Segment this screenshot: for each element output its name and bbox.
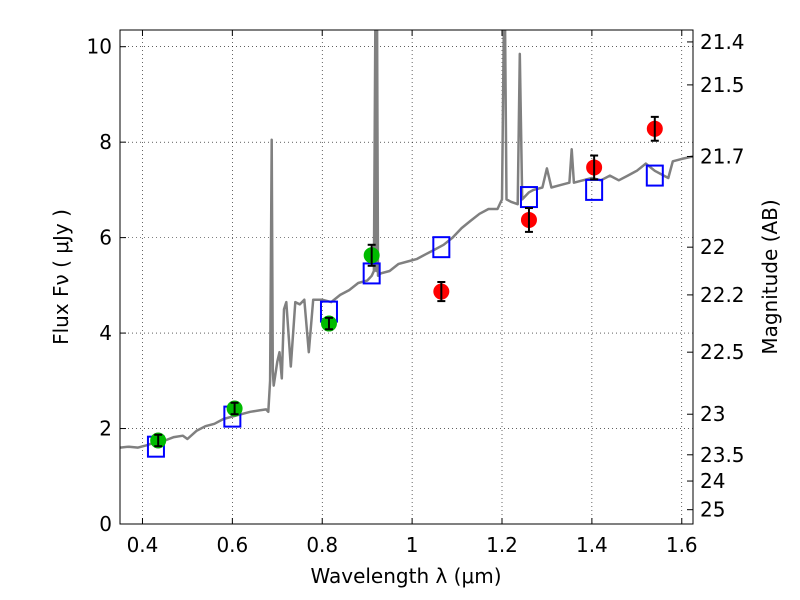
- y2-tick-label: 23.5: [700, 443, 745, 467]
- y-tick-label: 0: [99, 512, 112, 536]
- y-tick-label: 2: [99, 417, 112, 441]
- grid: [120, 30, 693, 524]
- marker-layer: [146, 115, 664, 458]
- y2-tick-label: 22.5: [700, 340, 745, 364]
- y-axis-title: Flux Fν ( μJy ): [49, 209, 73, 345]
- x-tick-label: 0.8: [306, 533, 338, 557]
- x-tick-label: 0.6: [216, 533, 248, 557]
- y2-axis-title: Magnitude (AB): [758, 199, 782, 354]
- y2-tick-label: 24: [700, 469, 725, 493]
- model-photometry-square: [585, 178, 604, 201]
- y-tick-label: 10: [87, 35, 112, 59]
- model-photometry-square: [645, 164, 664, 187]
- x-tick-label: 1: [406, 533, 419, 557]
- x-tick-label: 1.2: [486, 533, 518, 557]
- y2-tick-label: 21.7: [700, 144, 745, 168]
- data-layer: [120, 30, 693, 449]
- y2-tick-label: 23: [700, 402, 725, 426]
- y-tick-label: 4: [99, 321, 112, 345]
- y2-tick-label: 21.5: [700, 73, 745, 97]
- x-tick-label: 0.4: [127, 533, 159, 557]
- x-tick-label: 1.4: [576, 533, 608, 557]
- spectrum-line: [120, 30, 693, 449]
- y2-tick-label: 25: [700, 498, 725, 522]
- y2-tick-label: 22: [700, 235, 725, 259]
- plot-frame: [119, 29, 694, 525]
- y-tick-label: 8: [99, 130, 112, 154]
- model-photometry-square: [432, 236, 451, 259]
- y-tick-label: 6: [99, 226, 112, 250]
- x-tick-label: 1.6: [666, 533, 698, 557]
- y2-tick-label: 21.4: [700, 30, 745, 54]
- x-axis-title: Wavelength λ (μm): [310, 564, 501, 588]
- y2-tick-label: 22.2: [700, 283, 745, 307]
